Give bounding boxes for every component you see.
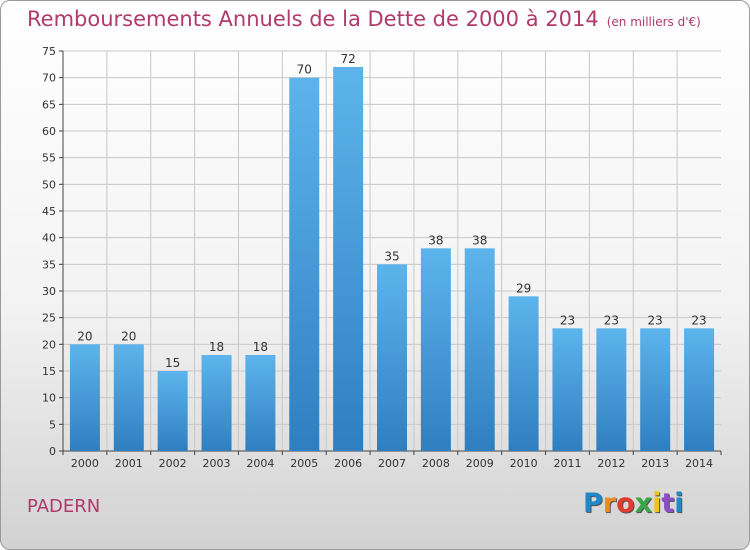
data-label: 35 (384, 249, 399, 263)
bar (289, 77, 320, 452)
x-tick-label: 2010 (510, 457, 538, 470)
bar (464, 248, 495, 451)
commune-name: PADERN (27, 496, 101, 517)
bar (201, 355, 232, 451)
data-label: 18 (253, 340, 268, 354)
bar (684, 328, 715, 451)
y-tick-label: 40 (42, 232, 56, 245)
logo-letter: P (583, 488, 603, 519)
logo-letter: i (652, 488, 662, 519)
data-label: 20 (121, 329, 136, 343)
y-tick-label: 75 (42, 45, 56, 58)
y-tick-label: 55 (42, 152, 56, 165)
y-tick-label: 5 (49, 418, 56, 431)
chart-unit: (en milliers d'€) (606, 15, 701, 29)
data-label: 29 (516, 281, 531, 295)
x-tick-label: 2006 (334, 457, 362, 470)
x-tick-label: 2008 (422, 457, 450, 470)
proxiti-logo[interactable]: Proxiti (583, 488, 684, 519)
x-tick-label: 2009 (466, 457, 494, 470)
x-tick-label: 2014 (685, 457, 713, 470)
y-tick-label: 15 (42, 365, 56, 378)
x-tick-label: 2007 (378, 457, 406, 470)
bars (69, 67, 715, 452)
x-tick-label: 2011 (553, 457, 581, 470)
x-tick-label: 2003 (203, 457, 231, 470)
logo-letter: x (634, 488, 653, 519)
y-tick-label: 0 (49, 445, 56, 458)
logo-letter: i (674, 488, 684, 519)
chart-title: Remboursements Annuels de la Dette de 20… (27, 7, 701, 31)
data-label: 23 (560, 313, 575, 327)
labels: 0 5 10 15 20 25 30 35 40 45 50 55 60 65 70 75 20 2000 20 20… (42, 45, 713, 470)
logo-letter: r (602, 488, 617, 519)
data-label: 72 (340, 52, 355, 66)
x-tick-label: 2013 (641, 457, 669, 470)
data-label: 15 (165, 356, 180, 370)
data-label: 70 (297, 63, 312, 77)
bar (333, 67, 364, 451)
data-label: 23 (604, 313, 619, 327)
bar (113, 344, 144, 451)
bar (552, 328, 583, 451)
y-tick-label: 10 (42, 392, 56, 405)
x-tick-label: 2004 (246, 457, 274, 470)
y-tick-label: 30 (42, 285, 56, 298)
logo-letter: t (661, 488, 675, 519)
x-tick-label: 2012 (597, 457, 625, 470)
bar (377, 264, 407, 451)
y-tick-label: 20 (42, 338, 56, 351)
chart-title-text: Remboursements Annuels de la Dette de 20… (27, 7, 599, 31)
data-label: 23 (691, 313, 706, 327)
x-tick-label: 2005 (290, 457, 318, 470)
x-tick-label: 2001 (115, 457, 143, 470)
y-tick-label: 45 (42, 205, 56, 218)
data-label: 38 (472, 233, 487, 247)
bar (69, 344, 100, 451)
y-tick-label: 65 (42, 98, 56, 111)
y-tick-label: 50 (42, 178, 56, 191)
data-label: 18 (209, 340, 224, 354)
y-tick-label: 60 (42, 125, 56, 138)
y-tick-label: 70 (42, 72, 56, 85)
data-label: 38 (428, 233, 443, 247)
x-tick-label: 2000 (71, 457, 99, 470)
bar (640, 328, 671, 451)
y-tick-label: 35 (42, 258, 56, 271)
x-tick-label: 2002 (159, 457, 187, 470)
data-label: 23 (648, 313, 663, 327)
bar (245, 355, 276, 451)
bar (508, 296, 539, 451)
bar (420, 248, 451, 451)
data-label: 20 (77, 329, 92, 343)
y-tick-label: 25 (42, 312, 56, 325)
bar (596, 328, 627, 451)
bar (157, 371, 188, 451)
logo-letter: o (616, 488, 635, 519)
